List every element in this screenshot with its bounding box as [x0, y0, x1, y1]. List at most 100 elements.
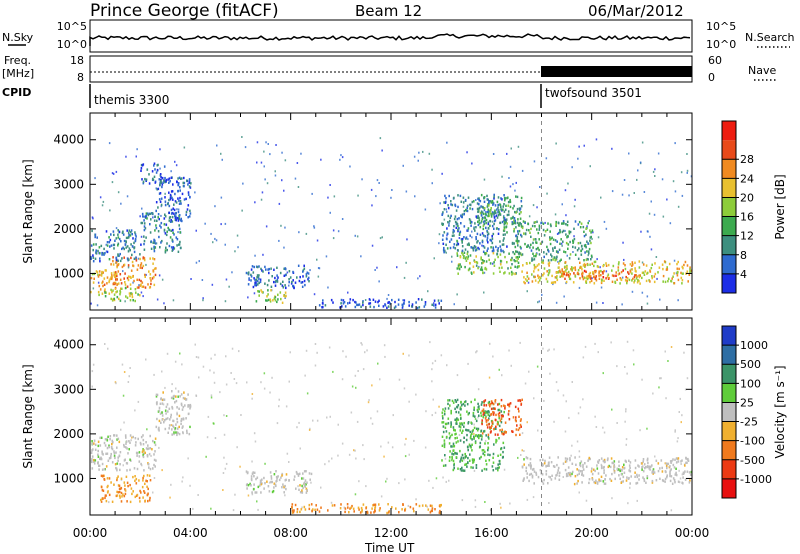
region-cell-6 [674, 481, 676, 484]
region-cell-3 [302, 486, 304, 490]
region-cell-13 [542, 228, 545, 232]
noise-cell [158, 446, 160, 449]
region-cell-2 [133, 257, 136, 260]
region-cell-7 [257, 283, 259, 286]
region-cell-5 [101, 292, 104, 295]
noise-cell [476, 350, 478, 353]
region-cell-5 [502, 414, 504, 418]
region-cell-13 [563, 222, 565, 225]
noise-cell [471, 162, 473, 165]
region-cell-3 [165, 246, 167, 249]
region-cell-1 [113, 450, 115, 453]
region-cell-4 [442, 417, 444, 420]
region-cell-3 [273, 482, 276, 485]
region-cell-10 [446, 247, 449, 250]
region-cell-14 [666, 266, 668, 269]
region-cell-4 [461, 431, 463, 434]
region-cell-14 [646, 271, 649, 275]
noise-cell [313, 225, 315, 228]
region-cell-6 [548, 464, 550, 467]
region-cell-3 [280, 476, 282, 479]
region-cell-3 [143, 239, 146, 243]
region-cell-3 [301, 489, 303, 492]
region-cell-5 [104, 288, 106, 291]
region-cell-2 [117, 244, 119, 247]
region-cell-2 [92, 256, 95, 259]
region-cell-1 [104, 438, 107, 441]
noise-cell [648, 212, 651, 215]
region-cell-10 [499, 245, 502, 248]
region-cell-10 [501, 220, 504, 224]
region-cell-14 [682, 267, 684, 270]
noise-cell [579, 406, 582, 409]
region-cell-12 [520, 200, 523, 203]
region-cell-6 [159, 174, 162, 177]
noise-cell [310, 481, 312, 484]
region-cell-6 [154, 168, 156, 171]
noise-cell [646, 295, 649, 298]
noise-cell [600, 196, 602, 199]
region-cell-1 [149, 277, 152, 280]
noise-cell [577, 412, 580, 415]
region-cell-10 [474, 249, 477, 252]
region-cell-4 [473, 426, 476, 430]
noise-cell [616, 422, 618, 424]
freq-tick-high: 18 [70, 54, 84, 67]
region-cell-7 [293, 286, 295, 289]
region-cell-2 [123, 239, 126, 243]
region-cell-5 [124, 286, 127, 290]
region-cell-0 [118, 490, 121, 494]
region-cell-6 [153, 164, 155, 167]
region-cell-7 [252, 285, 255, 289]
region-cell-13 [559, 231, 561, 234]
noise-cell [621, 303, 623, 306]
region-cell-4 [500, 421, 503, 424]
region-cell-3 [304, 479, 307, 482]
region-cell-11 [482, 261, 485, 264]
region-cell-1 [150, 282, 152, 286]
region-cell-5 [507, 403, 509, 406]
region-cell-9 [386, 306, 388, 309]
region-cell-1 [123, 443, 125, 447]
region-cell-9 [403, 299, 406, 302]
region-cell-1 [124, 434, 127, 437]
region-cell-2 [178, 432, 181, 436]
region-cell-3 [278, 478, 281, 482]
region-cell-0 [108, 279, 111, 282]
region-cell-5 [119, 293, 121, 296]
region-cell-13 [554, 239, 557, 242]
region-cell-4 [172, 183, 174, 186]
region-cell-5 [504, 421, 507, 424]
region-cell-13 [511, 242, 514, 245]
region-cell-7 [418, 504, 421, 508]
region-cell-6 [621, 469, 623, 472]
region-cell-10 [500, 208, 502, 211]
region-cell-14 [535, 266, 537, 269]
region-cell-7 [318, 510, 321, 513]
region-cell-13 [555, 258, 557, 262]
region-cell-2 [176, 433, 178, 437]
region-cell-4 [456, 405, 458, 409]
noise-cell [251, 397, 253, 400]
noise-cell [500, 506, 502, 509]
noise-cell [170, 424, 173, 427]
noise-cell [169, 496, 171, 499]
region-cell-10 [478, 197, 480, 200]
noise-cell [656, 277, 658, 280]
region-cell-13 [516, 221, 519, 224]
noise-cell [679, 477, 682, 480]
region-cell-11 [489, 262, 492, 265]
region-cell-4 [168, 181, 170, 184]
region-cell-2 [180, 403, 183, 407]
noise-cell [244, 146, 247, 149]
noise-cell [483, 271, 486, 274]
region-cell-5 [499, 419, 502, 422]
region-cell-5 [500, 417, 503, 420]
region-cell-10 [447, 214, 450, 218]
region-cell-0 [147, 499, 149, 503]
region-cell-1 [142, 264, 145, 268]
region-cell-7 [291, 280, 293, 284]
region-cell-8 [265, 299, 267, 302]
noise-cell [517, 456, 519, 459]
noise-cell [181, 480, 183, 483]
